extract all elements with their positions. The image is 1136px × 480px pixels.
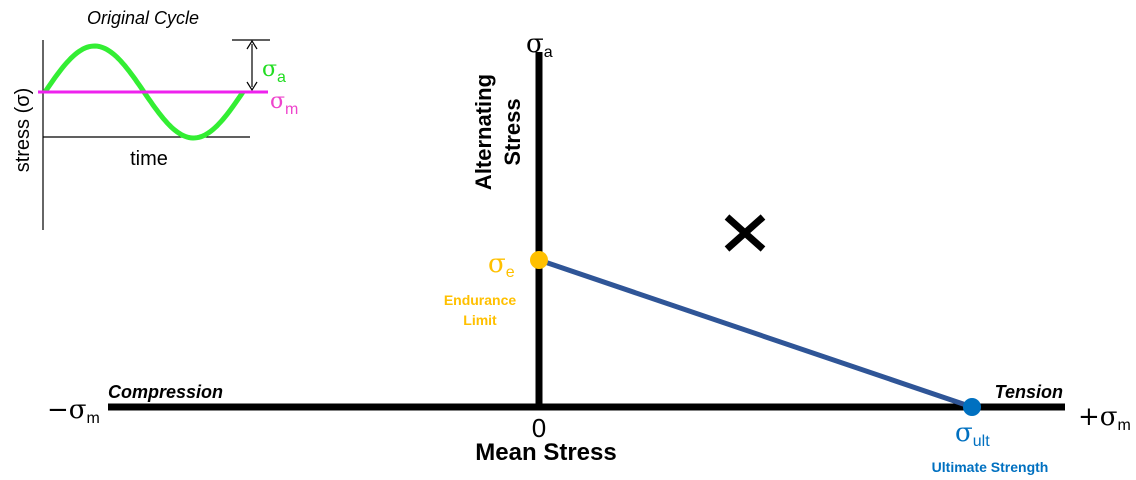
ultimate-label: Ultimate Strength — [932, 459, 1049, 475]
arrow-heads — [246, 39, 258, 92]
mean-label: σm — [270, 89, 298, 118]
y-title-line: Stress — [500, 98, 525, 165]
symbol: σ — [955, 418, 973, 448]
x-mark — [724, 214, 766, 252]
endurance-label: Endurance — [444, 292, 517, 308]
subscript: m — [87, 410, 100, 427]
symbol: +σ — [1078, 402, 1118, 432]
subscript: ult — [973, 433, 990, 450]
subscript: m — [285, 101, 298, 118]
symbol: σ — [270, 89, 285, 114]
endurance-point — [530, 251, 548, 269]
symbol: σ — [488, 249, 506, 279]
symbol: σ — [526, 29, 544, 59]
ultimate-point — [963, 398, 981, 416]
inset-title: Original Cycle — [87, 8, 199, 28]
subscript: a — [277, 69, 286, 86]
endurance-label: Limit — [463, 312, 497, 328]
tension-label: Tension — [995, 382, 1063, 402]
inset-x-label: time — [130, 148, 168, 170]
x-title: Mean Stress — [475, 439, 616, 466]
right-end-label: +σm — [1078, 402, 1131, 434]
symbol: σ — [262, 57, 277, 82]
inset: Original Cycle σa σm time stress (σ) — [12, 8, 298, 230]
y-axis-symbol: σa — [526, 29, 553, 61]
subscript: e — [506, 264, 515, 281]
compression-label: Compression — [108, 382, 223, 402]
symbol: −σ — [47, 395, 87, 425]
y-title: Alternating Stress — [471, 74, 525, 190]
origin-label: 0 — [532, 413, 546, 443]
endurance-symbol: σe — [488, 249, 515, 281]
amplitude-label: σa — [262, 57, 286, 86]
inset-y-label: stress (σ) — [12, 88, 34, 173]
goodman-line — [538, 257, 973, 410]
subscript: a — [544, 44, 553, 61]
y-title-line: Alternating — [471, 74, 496, 190]
subscript: m — [1118, 417, 1131, 434]
ultimate-symbol: σult — [955, 418, 990, 450]
left-end-label: −σm — [47, 395, 100, 427]
